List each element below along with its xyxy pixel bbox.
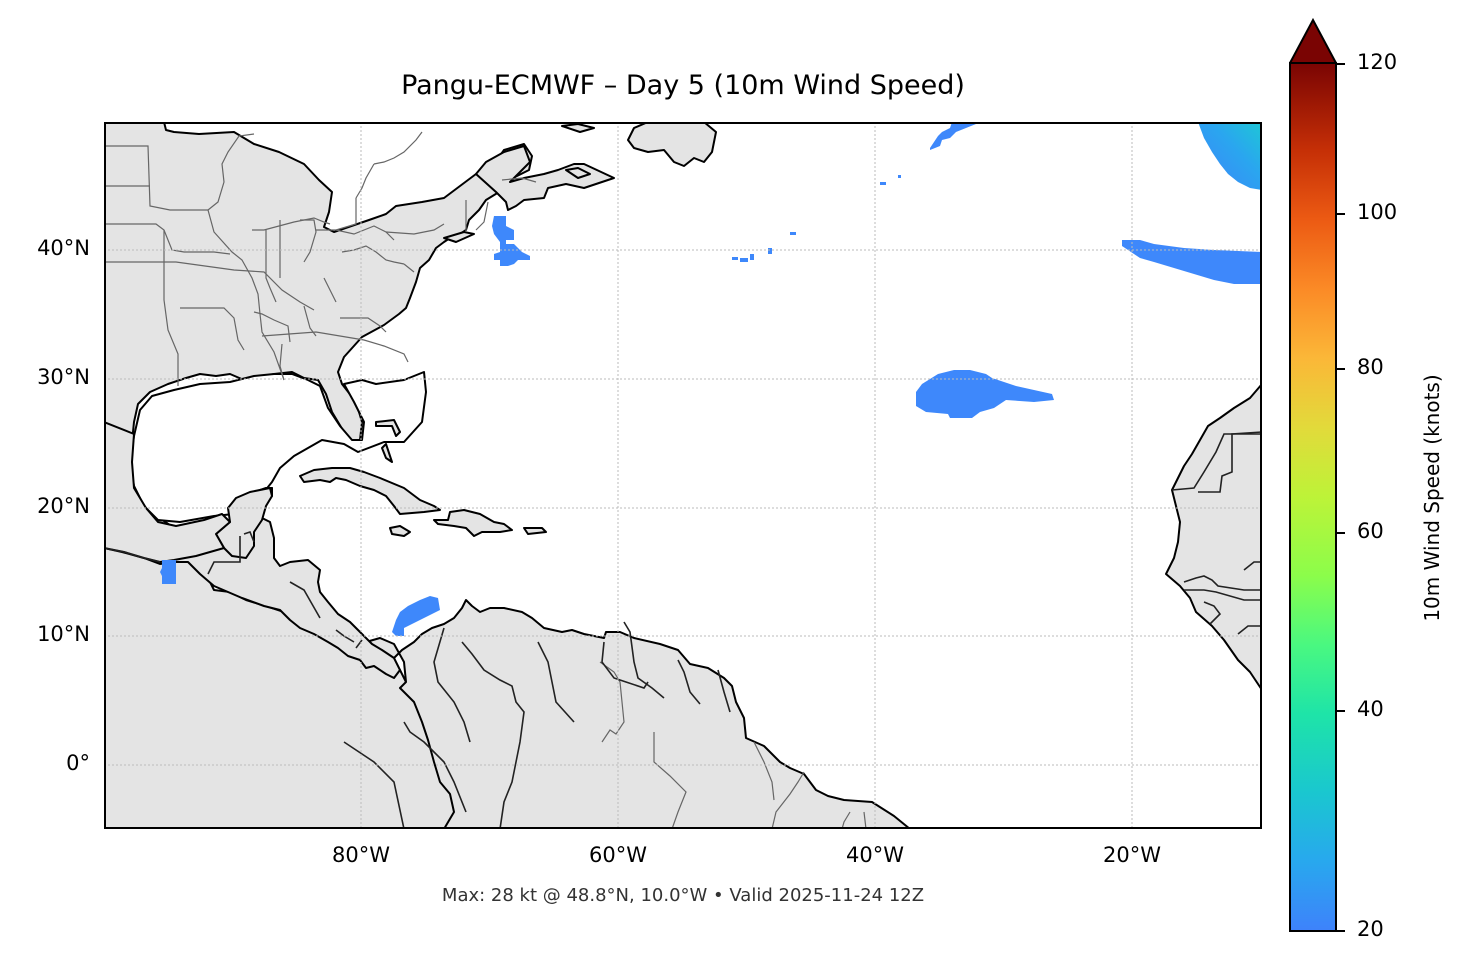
y-tick-label: 30°N <box>37 365 90 389</box>
map-frame <box>104 122 1262 829</box>
gridlines <box>104 122 1262 829</box>
map-panel[interactable] <box>104 122 1262 829</box>
land-bahamas <box>375 419 401 463</box>
land-west-africa <box>1165 383 1262 691</box>
colorbar-extend-max-arrow <box>1288 17 1338 64</box>
cb-tick <box>1337 63 1345 65</box>
land-jamaica <box>389 525 411 537</box>
x-tick-label: 40°W <box>846 843 904 867</box>
land-yucatan <box>215 487 273 559</box>
max-valid-caption: Max: 28 kt @ 48.8°N, 10.0°W • Valid 2025… <box>441 885 925 906</box>
cb-tick <box>1337 710 1345 712</box>
x-tick-label: 80°W <box>332 843 390 867</box>
y-tick-label: 0° <box>66 751 90 775</box>
colorbar-tick-label: 80 <box>1357 355 1384 379</box>
land-puerto-rico <box>523 527 547 535</box>
colorbar-tick-label: 20 <box>1357 917 1384 941</box>
cb-tick <box>1337 368 1345 370</box>
colorbar <box>1288 17 1338 932</box>
land-south-america <box>353 599 911 829</box>
gulf-of-mexico-water <box>129 371 427 523</box>
x-tick-label: 60°W <box>589 843 647 867</box>
land-anticosti <box>561 123 595 133</box>
borders <box>104 131 867 829</box>
chart-title: Pangu-ECMWF – Day 5 (10m Wind Speed) <box>401 70 965 101</box>
y-tick-label: 20°N <box>37 494 90 518</box>
land-nova-scotia <box>475 145 615 211</box>
cb-tick <box>1337 930 1345 932</box>
colorbar-label: 10m Wind Speed (knots) <box>1420 374 1444 622</box>
land-hispaniola <box>433 509 513 537</box>
colorbar-gradient <box>1289 62 1337 932</box>
x-tick-label: 20°W <box>1103 843 1161 867</box>
cb-tick <box>1337 532 1345 534</box>
colorbar-tick-label: 60 <box>1357 519 1384 543</box>
land-pei <box>565 167 591 179</box>
wind-max-region <box>1198 122 1262 190</box>
land-long-island <box>443 231 475 243</box>
y-tick-label: 40°N <box>37 236 90 260</box>
wind-shading <box>160 122 1262 636</box>
colorbar-tick-label: 100 <box>1357 200 1398 224</box>
cb-tick <box>1337 213 1345 215</box>
y-tick-label: 10°N <box>37 622 90 646</box>
land-cuba <box>299 467 441 515</box>
colorbar-tick-label: 120 <box>1357 50 1398 74</box>
colorbar-tick-label: 40 <box>1357 697 1384 721</box>
